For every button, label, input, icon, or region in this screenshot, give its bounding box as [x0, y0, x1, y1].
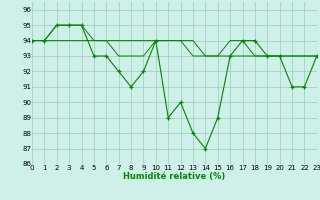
- X-axis label: Humidité relative (%): Humidité relative (%): [123, 172, 226, 181]
